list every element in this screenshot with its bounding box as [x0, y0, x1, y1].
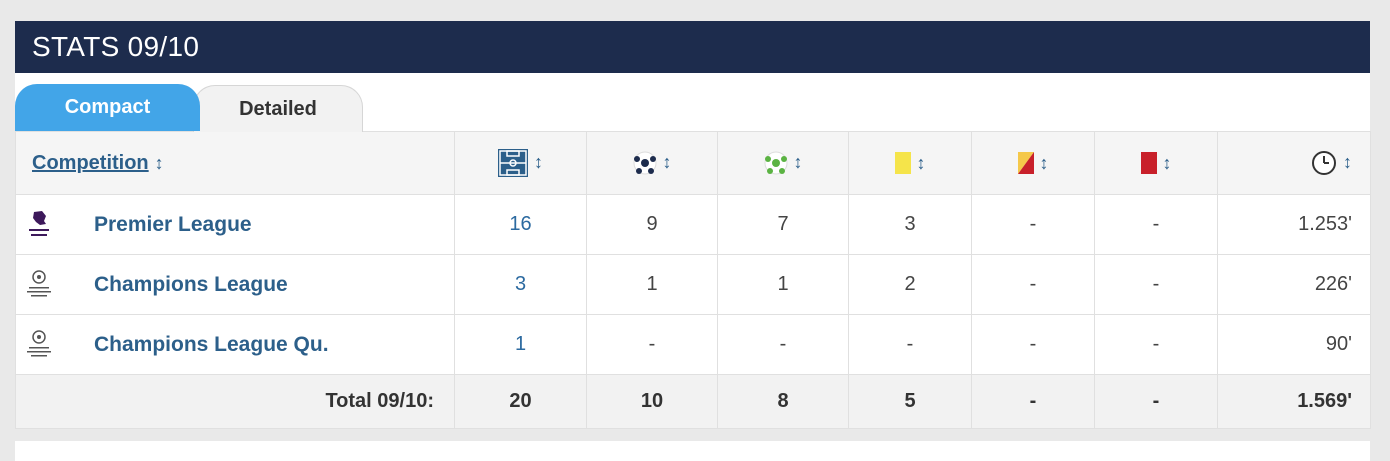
- assists-value: 7: [717, 194, 849, 255]
- total-row: Total 09/10: 20 10 8 5 - - 1.569': [15, 374, 1371, 429]
- premier-league-logo: [24, 208, 54, 242]
- stats-panel: STATS 09/10 Compact Detailed Competition…: [15, 21, 1371, 429]
- total-label: Total 09/10:: [15, 374, 455, 429]
- clock-icon: [1311, 150, 1337, 176]
- competition-cell: Champions League Qu.: [15, 314, 455, 375]
- yellow-red-cards-value: -: [971, 314, 1095, 375]
- minutes-value: 90': [1217, 314, 1371, 375]
- view-tabs: Compact Detailed: [15, 73, 1370, 132]
- total-red-cards: -: [1094, 374, 1218, 429]
- yellow-red-card-icon: [1017, 152, 1034, 175]
- champions-league-logo: [24, 268, 54, 302]
- competition-link[interactable]: Champions League Qu.: [94, 332, 329, 356]
- goals-value: -: [586, 314, 718, 375]
- goal-ball-icon: [633, 151, 657, 175]
- minutes-value: 1.253': [1217, 194, 1371, 255]
- champions-league-logo: [24, 328, 54, 362]
- sort-icon[interactable]: ↕: [1039, 152, 1049, 173]
- goals-value: 9: [586, 194, 718, 255]
- red-cards-value: -: [1094, 254, 1218, 315]
- appearances-value[interactable]: 16: [454, 194, 587, 255]
- total-appearances: 20: [454, 374, 587, 429]
- column-goals[interactable]: ↕: [586, 131, 718, 195]
- table-row: Champions League Qu. 1 - - - - - 90': [15, 314, 1371, 375]
- total-yellow-cards: 5: [848, 374, 972, 429]
- column-assists[interactable]: ↕: [717, 131, 849, 195]
- red-cards-value: -: [1094, 314, 1218, 375]
- table-row: Champions League 3 1 1 2 - - 226': [15, 254, 1371, 315]
- competition-cell: Premier League: [15, 194, 455, 255]
- panel-header: STATS 09/10: [15, 21, 1370, 73]
- yellow-card-icon: [894, 152, 911, 175]
- assist-ball-icon: [764, 151, 788, 175]
- sort-icon[interactable]: ↕: [662, 152, 672, 173]
- competition-sort-link[interactable]: Competition: [32, 151, 149, 174]
- yellow-red-cards-value: -: [971, 194, 1095, 255]
- sort-icon[interactable]: ↕: [1343, 152, 1352, 173]
- table-header-row: Competition ↕ ↕: [15, 131, 1371, 195]
- stats-table: Competition ↕ ↕: [15, 131, 1371, 429]
- column-yellow-cards[interactable]: ↕: [848, 131, 972, 195]
- sort-icon[interactable]: ↕: [1162, 152, 1172, 173]
- assists-value: 1: [717, 254, 849, 315]
- appearances-value[interactable]: 1: [454, 314, 587, 375]
- total-assists: 8: [717, 374, 849, 429]
- goals-value: 1: [586, 254, 718, 315]
- competition-link[interactable]: Premier League: [94, 212, 252, 236]
- sort-icon[interactable]: ↕: [154, 152, 164, 173]
- competition-cell: Champions League: [15, 254, 455, 315]
- table-row: Premier League 16 9 7 3 - - 1.253': [15, 194, 1371, 255]
- assists-value: -: [717, 314, 849, 375]
- minutes-value: 226': [1217, 254, 1371, 315]
- next-panel-edge: [15, 441, 1370, 461]
- sort-icon[interactable]: ↕: [916, 152, 926, 173]
- yellow-red-cards-value: -: [971, 254, 1095, 315]
- column-competition[interactable]: Competition ↕: [15, 131, 455, 195]
- column-appearances[interactable]: ↕: [454, 131, 587, 195]
- sort-icon[interactable]: ↕: [793, 152, 803, 173]
- tab-detailed[interactable]: Detailed: [193, 85, 363, 132]
- total-minutes: 1.569': [1217, 374, 1371, 429]
- red-card-icon: [1140, 152, 1157, 175]
- pitch-icon: [498, 149, 528, 177]
- sort-icon[interactable]: ↕: [534, 152, 543, 173]
- column-minutes[interactable]: ↕: [1217, 131, 1371, 195]
- appearances-value[interactable]: 3: [454, 254, 587, 315]
- tab-compact[interactable]: Compact: [15, 84, 200, 131]
- total-goals: 10: [586, 374, 718, 429]
- yellow-cards-value: 3: [848, 194, 972, 255]
- yellow-cards-value: 2: [848, 254, 972, 315]
- column-yellow-red-cards[interactable]: ↕: [971, 131, 1095, 195]
- panel-title: STATS 09/10: [32, 31, 200, 62]
- total-yellow-red-cards: -: [971, 374, 1095, 429]
- column-red-cards[interactable]: ↕: [1094, 131, 1218, 195]
- red-cards-value: -: [1094, 194, 1218, 255]
- yellow-cards-value: -: [848, 314, 972, 375]
- competition-link[interactable]: Champions League: [94, 272, 288, 296]
